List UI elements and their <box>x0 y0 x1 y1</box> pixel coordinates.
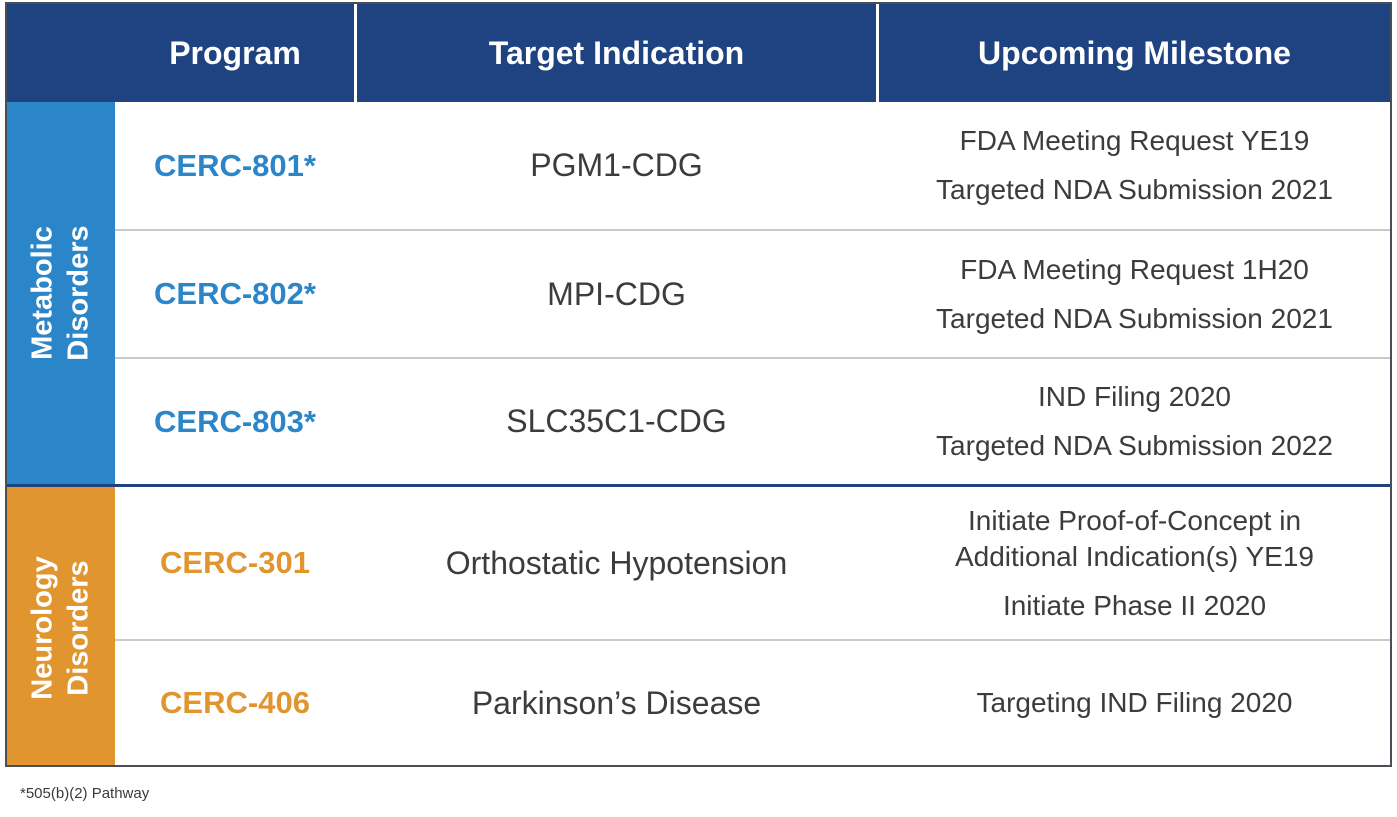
program-name: CERC-301 <box>160 545 310 580</box>
program-name: CERC-802* <box>154 276 316 311</box>
header-divider <box>876 4 879 102</box>
table-row: CERC-406 Parkinson’s Disease Targeting I… <box>115 641 1390 765</box>
row-divider <box>115 229 1390 231</box>
milestone-line: Targeted NDA Submission 2021 <box>936 302 1333 334</box>
milestone-line: Additional Indication(s) YE19 <box>954 540 1315 572</box>
milestone-cell: IND Filing 2020 Targeted NDA Submission … <box>879 359 1390 484</box>
milestone-cell: Initiate Proof-of-Concept in Additional … <box>879 487 1390 639</box>
milestone-line: Initiate Phase II 2020 <box>1002 589 1267 621</box>
target-indication: PGM1-CDG <box>530 147 703 183</box>
group-label-line: Disorders <box>63 559 95 696</box>
milestone-line: Targeting IND Filing 2020 <box>976 687 1293 718</box>
group-label-line: Disorders <box>63 225 96 361</box>
header-milestone: Upcoming Milestone <box>978 34 1291 71</box>
table-header: Program Target Indication Upcoming Miles… <box>7 4 1390 102</box>
group-neurology: Neurology Disorders <box>7 486 115 765</box>
target-indication: MPI-CDG <box>547 275 686 312</box>
milestone-line: Initiate Proof-of-Concept in <box>967 504 1302 536</box>
program-name: CERC-803* <box>154 403 316 439</box>
row-divider <box>115 639 1390 641</box>
milestone-cell: Targeting IND Filing 2020 <box>879 641 1390 765</box>
table-row: CERC-301 Orthostatic Hypotension Initiat… <box>115 487 1390 639</box>
milestone-line: FDA Meeting Request 1H20 <box>960 253 1309 285</box>
milestone-line: FDA Meeting Request YE19 <box>959 125 1310 156</box>
program-name: CERC-801* <box>154 147 316 183</box>
table-row: CERC-801* PGM1-CDG FDA Meeting Request Y… <box>115 102 1390 229</box>
group-neurology-label: Neurology Disorders <box>25 556 97 699</box>
milestone-line: Targeted NDA Submission 2021 <box>936 174 1333 205</box>
program-name: CERC-406 <box>160 685 310 720</box>
header-program: Program <box>169 34 301 71</box>
target-indication: Parkinson’s Disease <box>471 684 762 721</box>
pipeline-table: Program Target Indication Upcoming Miles… <box>5 2 1392 767</box>
header-divider <box>354 4 357 102</box>
group-metabolic-label: Metabolic Disorders <box>25 225 97 360</box>
row-divider <box>115 357 1390 359</box>
group-label-line: Neurology <box>27 555 59 700</box>
group-divider <box>7 484 1390 487</box>
table-row: CERC-802* MPI-CDG FDA Meeting Request 1H… <box>115 231 1390 357</box>
footnote: *505(b)(2) Pathway <box>20 785 150 802</box>
table-row: CERC-803* SLC35C1-CDG IND Filing 2020 Ta… <box>115 359 1390 484</box>
header-indication: Target Indication <box>488 34 745 71</box>
group-label-line: Metabolic <box>27 226 60 360</box>
milestone-line: Targeted NDA Submission 2022 <box>936 430 1333 461</box>
group-metabolic: Metabolic Disorders <box>7 102 115 484</box>
milestone-line: IND Filing 2020 <box>1038 381 1231 412</box>
target-indication: SLC35C1-CDG <box>506 403 727 439</box>
milestone-cell: FDA Meeting Request YE19 Targeted NDA Su… <box>879 102 1390 229</box>
target-indication: Orthostatic Hypotension <box>445 544 788 581</box>
milestone-cell: FDA Meeting Request 1H20 Targeted NDA Su… <box>879 231 1390 357</box>
